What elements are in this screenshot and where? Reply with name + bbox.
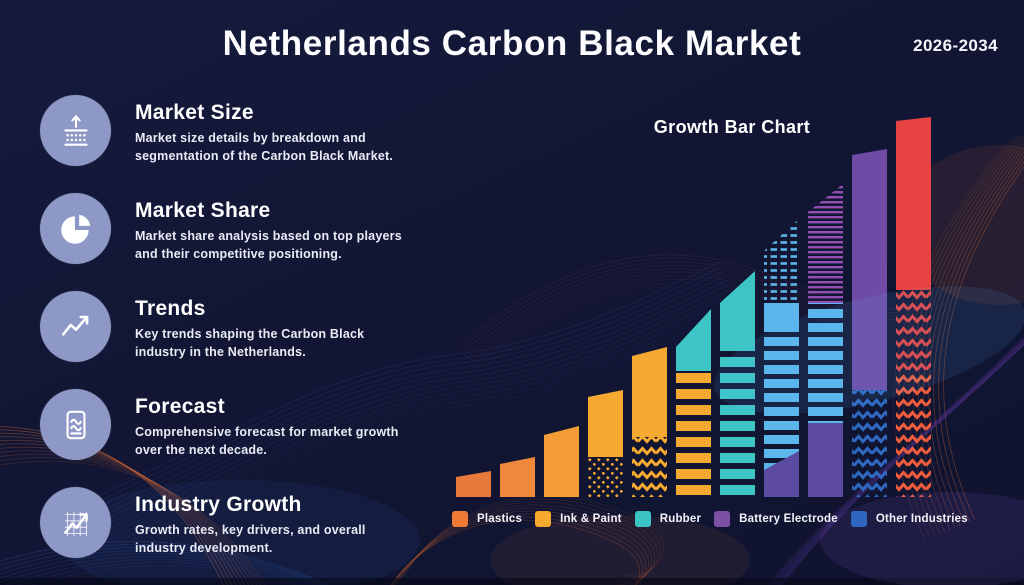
section-title-industry-growth: Industry Growth [135,493,302,516]
infographic-title: Netherlands Carbon Black Market [222,24,802,63]
growth-bar-4 [588,390,623,497]
growth-bar-1 [456,471,491,497]
legend-item-plastics: Plastics [452,511,522,527]
legend-item-rubber: Rubber [634,511,702,527]
legend-swatch-battery-electrode [714,511,731,527]
section-desc-trends: Key trends shaping the Carbon Black indu… [135,327,365,359]
legend-label-rubber: Rubber [659,513,702,525]
sidebar-item-market-share: Market Share Market share analysis based… [40,193,440,264]
section-desc-forecast: Comprehensive forecast for market growth… [135,425,399,457]
section-title-trends: Trends [135,297,206,320]
legend-swatch-ink-paint [535,511,552,527]
sidebar-item-forecast: Forecast Comprehensive forecast for mark… [40,389,440,460]
market-size-icon [40,95,111,166]
growth-bar-8 [764,219,799,497]
legend-item-battery-electrode: Battery Electrode [714,511,838,527]
legend-swatch-plastics [452,511,468,527]
growth-bar-chart [440,85,1024,547]
section-desc-market-share: Market share analysis based on top playe… [135,229,402,261]
section-title-forecast: Forecast [135,395,225,418]
trends-icon [40,291,111,362]
growth-bar-5 [632,347,667,497]
growth-bar-3 [544,426,579,497]
forecast-icon [40,389,111,460]
section-desc-industry-growth: Growth rates, key drivers, and overall i… [135,523,366,555]
bottom-edge-strip [0,578,1024,585]
legend-item-ink-paint: Ink & Paint [535,511,622,527]
legend-label-ink-paint: Ink & Paint [560,513,622,525]
sidebar-item-market-size: Market Size Market size details by break… [40,95,440,166]
growth-bar-11 [896,117,931,497]
section-title-market-size: Market Size [135,101,254,124]
section-title-market-share: Market Share [135,199,271,222]
chart-legend: Plastics Ink & Paint Rubber Battery Electro… [452,511,968,527]
industry-growth-icon [40,487,111,558]
legend-item-other-industries: Other Industries [850,511,968,527]
legend-swatch-other-industries [850,511,867,527]
legend-label-plastics: Plastics [477,513,523,525]
growth-bar-6 [676,309,711,497]
growth-bar-9 [808,184,843,497]
growth-bar-7 [720,271,755,497]
growth-bar-2 [500,457,535,497]
market-share-icon [40,193,111,264]
legend-label-battery-electrode: Battery Electrode [739,513,838,525]
sidebar-item-industry-growth: Industry Growth Growth rates, key driver… [40,487,440,558]
period-label: 2026-2034 [913,36,998,55]
chart-title: Growth Bar Chart [653,117,811,137]
sidebar-item-trends: Trends Key trends shaping the Carbon Bla… [40,291,440,362]
legend-label-other-industries: Other Industries [875,513,968,525]
section-desc-market-size: Market size details by breakdown and seg… [135,131,394,163]
legend-swatch-rubber [634,511,651,527]
growth-bar-10 [852,149,887,497]
